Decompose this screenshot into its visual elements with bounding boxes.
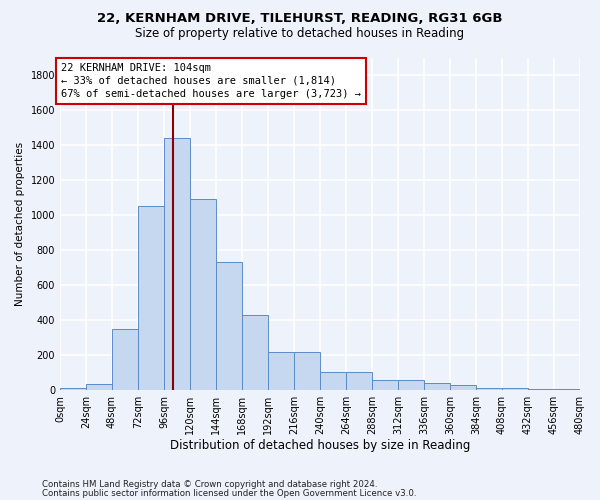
Bar <box>242 314 268 390</box>
X-axis label: Distribution of detached houses by size in Reading: Distribution of detached houses by size … <box>170 440 470 452</box>
Text: Size of property relative to detached houses in Reading: Size of property relative to detached ho… <box>136 28 464 40</box>
Text: Contains HM Land Registry data © Crown copyright and database right 2024.: Contains HM Land Registry data © Crown c… <box>42 480 377 489</box>
Bar <box>346 372 372 390</box>
Bar <box>502 388 528 390</box>
Bar <box>164 138 190 390</box>
Bar <box>86 384 112 390</box>
Bar <box>190 199 216 390</box>
Bar <box>268 352 294 390</box>
Bar <box>398 380 424 390</box>
Bar <box>372 380 398 390</box>
Bar <box>138 206 164 390</box>
Bar <box>294 352 320 390</box>
Bar <box>112 328 138 390</box>
Text: Contains public sector information licensed under the Open Government Licence v3: Contains public sector information licen… <box>42 490 416 498</box>
Bar <box>476 388 502 390</box>
Bar <box>320 372 346 390</box>
Bar <box>554 389 580 390</box>
Bar <box>528 389 554 390</box>
Bar <box>60 388 86 390</box>
Text: 22 KERNHAM DRIVE: 104sqm
← 33% of detached houses are smaller (1,814)
67% of sem: 22 KERNHAM DRIVE: 104sqm ← 33% of detach… <box>61 62 361 99</box>
Bar <box>450 384 476 390</box>
Y-axis label: Number of detached properties: Number of detached properties <box>15 142 25 306</box>
Bar <box>424 383 450 390</box>
Text: 22, KERNHAM DRIVE, TILEHURST, READING, RG31 6GB: 22, KERNHAM DRIVE, TILEHURST, READING, R… <box>97 12 503 26</box>
Bar <box>216 262 242 390</box>
